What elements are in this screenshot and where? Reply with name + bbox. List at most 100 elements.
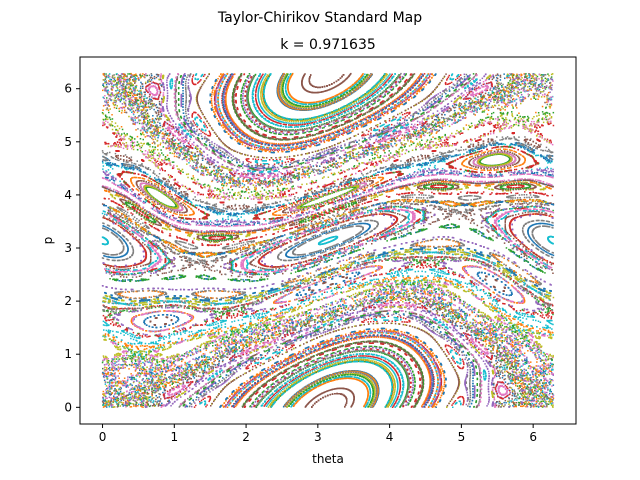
orbit-point	[340, 307, 343, 310]
orbit-point	[470, 156, 472, 158]
orbit-point	[333, 271, 336, 273]
orbit-point	[182, 383, 184, 385]
orbit-point	[487, 139, 489, 141]
orbit-point	[371, 381, 373, 383]
orbit-point	[304, 106, 306, 109]
orbit-point	[328, 201, 330, 204]
orbit-point	[334, 375, 336, 377]
orbit-point	[276, 210, 278, 212]
orbit-point	[306, 263, 308, 266]
orbit-point	[515, 151, 517, 153]
orbit-point	[302, 264, 304, 267]
orbit-points	[101, 72, 555, 409]
orbit-point	[369, 145, 372, 147]
orbit-point	[518, 164, 520, 167]
orbit-point	[494, 342, 496, 344]
orbit-point	[507, 167, 509, 169]
orbit-point	[315, 102, 317, 105]
orbit-point	[129, 378, 132, 381]
orbit-point	[135, 188, 138, 190]
orbit-point	[246, 272, 249, 274]
orbit-point	[161, 138, 163, 140]
orbit-point	[301, 394, 303, 397]
orbit-point	[165, 121, 167, 124]
orbit-point	[285, 329, 287, 332]
orbit-point	[506, 342, 508, 344]
orbit-point	[191, 370, 193, 372]
orbit-point	[280, 85, 283, 87]
orbit-point	[481, 333, 483, 336]
orbit-point	[281, 94, 284, 97]
orbit-point	[518, 179, 520, 182]
orbit-point	[482, 327, 485, 329]
orbit-point	[384, 235, 386, 237]
orbit-point	[457, 314, 459, 316]
orbit-point	[127, 303, 129, 306]
orbit-point	[176, 374, 179, 377]
orbit-point	[277, 181, 280, 184]
orbit-point	[462, 318, 464, 320]
orbit-point	[368, 379, 371, 381]
orbit-point	[427, 155, 429, 158]
orbit-point	[112, 401, 114, 403]
orbit-point	[306, 208, 309, 211]
orbit-point	[161, 187, 163, 189]
orbit-point	[229, 207, 231, 209]
orbit-point	[515, 83, 517, 85]
orbit-point	[385, 234, 387, 237]
orbit-point	[419, 250, 421, 253]
orbit-point	[182, 201, 184, 204]
orbit-point	[363, 375, 365, 377]
orbit-point	[153, 131, 156, 133]
orbit-point	[461, 163, 463, 165]
orbit-point	[494, 264, 496, 267]
orbit-point	[484, 151, 486, 153]
orbit-point	[468, 97, 470, 100]
orbit-point	[126, 384, 128, 386]
orbit-point	[319, 383, 321, 385]
orbit-point	[340, 376, 342, 379]
orbit-point	[477, 323, 479, 325]
orbit-point	[497, 181, 499, 183]
orbit-point	[268, 273, 270, 275]
orbit-point	[293, 212, 296, 214]
orbit-point	[322, 100, 325, 103]
orbit-point	[368, 399, 370, 402]
orbit-point	[470, 330, 472, 332]
orbit-point	[182, 142, 185, 145]
orbit-point	[483, 83, 486, 85]
orbit-point	[335, 96, 337, 98]
orbit-point	[363, 298, 366, 301]
orbit-point	[480, 335, 482, 338]
orbit-point	[153, 355, 156, 358]
orbit-point	[125, 350, 127, 352]
orbit-point	[409, 358, 412, 360]
orbit-point	[248, 206, 250, 208]
orbit-point	[454, 311, 456, 314]
orbit-point	[476, 153, 478, 156]
orbit-point	[179, 342, 181, 344]
orbit-point	[346, 89, 349, 92]
orbit-point	[257, 131, 259, 133]
orbit-point	[126, 223, 128, 225]
orbit-point	[102, 403, 105, 405]
orbit-point	[530, 376, 532, 379]
orbit-point	[105, 404, 107, 406]
orbit-point	[165, 180, 168, 183]
orbit-point	[107, 375, 110, 378]
orbit-point	[110, 78, 113, 81]
orbit-point	[235, 207, 237, 210]
orbit-point	[485, 338, 488, 340]
orbit-point	[159, 90, 161, 92]
orbit-point	[285, 265, 287, 267]
orbit-point	[345, 160, 347, 162]
orbit-point	[379, 176, 382, 179]
orbit-point	[105, 75, 108, 77]
orbit-point	[330, 98, 333, 100]
orbit-point	[216, 355, 219, 357]
orbit-point	[224, 230, 226, 233]
orbit-point	[167, 191, 169, 194]
orbit-point	[284, 99, 287, 102]
orbit-point	[120, 97, 123, 99]
orbit-point	[293, 402, 295, 404]
